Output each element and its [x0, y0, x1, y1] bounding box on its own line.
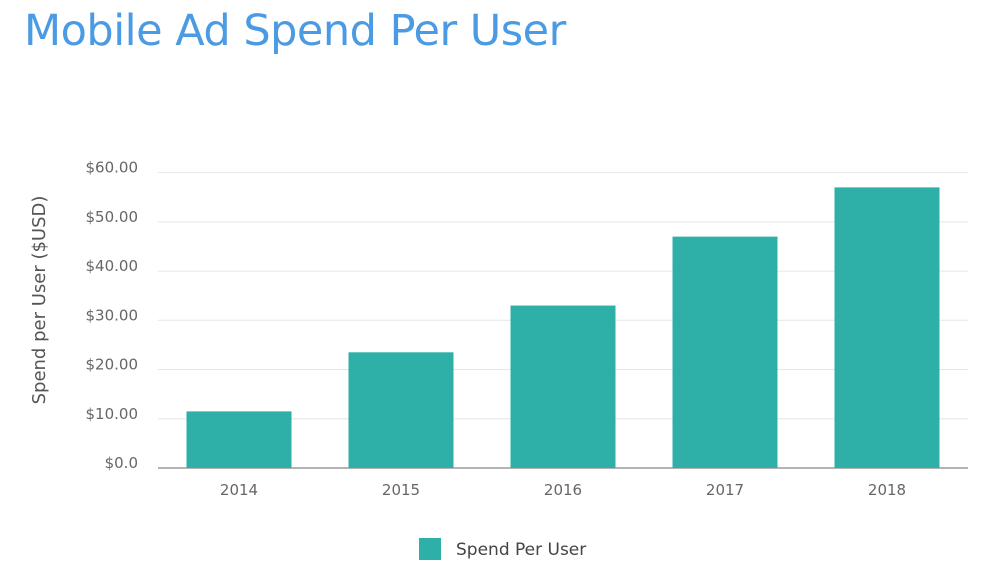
- bars: [186, 187, 940, 468]
- x-axis-ticks: 2014 2015 2016 2017 2018: [220, 481, 906, 499]
- x-tick-label: 2018: [868, 481, 906, 499]
- x-tick-label: 2016: [544, 481, 582, 499]
- x-tick-label: 2015: [382, 481, 420, 499]
- bar-2014: [186, 411, 292, 468]
- y-tick-label: $20.00: [86, 356, 139, 374]
- y-axis-title: Spend per User ($USD): [29, 196, 50, 405]
- bar-2015: [348, 352, 454, 468]
- legend-label-spend-per-user: Spend Per User: [456, 540, 586, 560]
- y-tick-label: $50.00: [86, 208, 139, 226]
- bar-2017: [672, 236, 778, 468]
- y-tick-label: $0.0: [105, 454, 138, 472]
- bar-2016: [510, 305, 616, 468]
- y-axis-ticks: $0.0 $10.00 $20.00 $30.00 $40.00 $50.00 $60.00: [86, 159, 139, 472]
- y-tick-label: $40.00: [86, 257, 139, 275]
- x-tick-label: 2017: [706, 481, 744, 499]
- x-tick-label: 2014: [220, 481, 258, 499]
- bar-2018: [834, 187, 940, 468]
- legend-swatch: [419, 538, 441, 560]
- y-tick-label: $60.00: [86, 159, 139, 177]
- y-tick-label: $30.00: [86, 306, 139, 324]
- legend: Spend Per User: [419, 538, 586, 560]
- chart-title: Mobile Ad Spend Per User: [24, 6, 566, 56]
- y-tick-label: $10.00: [86, 405, 139, 423]
